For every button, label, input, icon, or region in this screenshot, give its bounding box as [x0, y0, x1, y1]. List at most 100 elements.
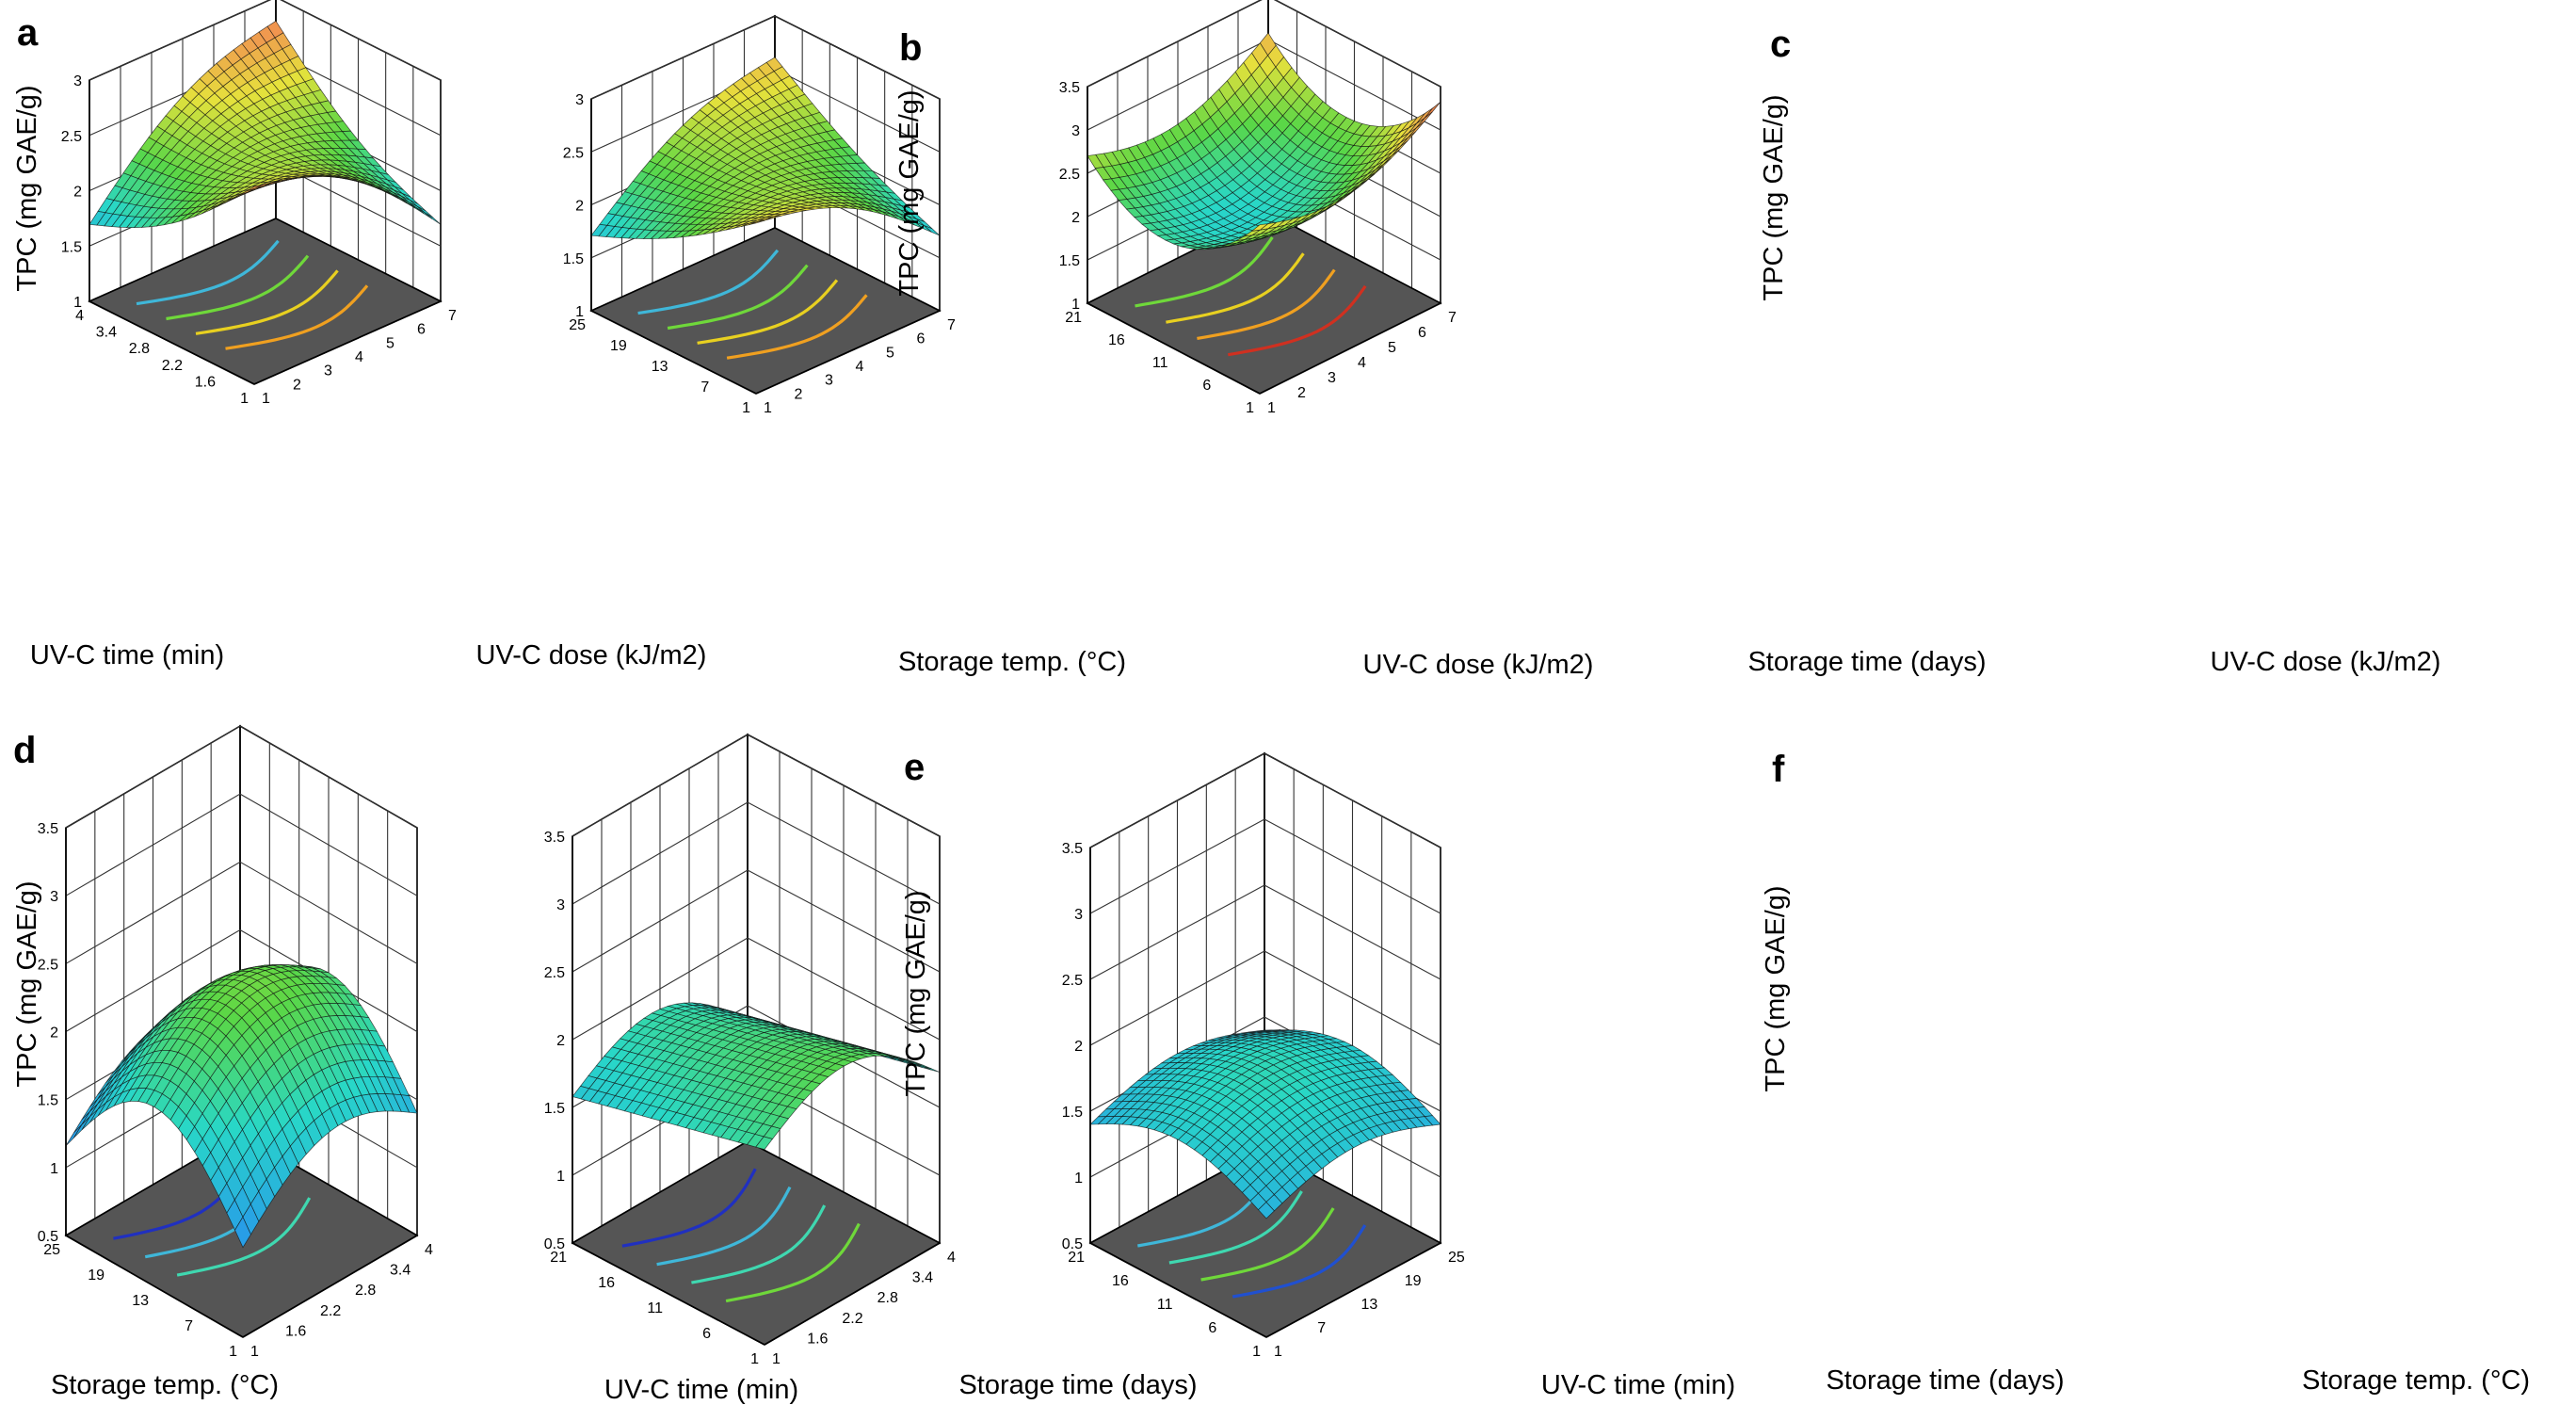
- z-axis-title: TPC (mg GAE/g): [1759, 94, 1789, 300]
- x-tick-label: 2.2: [320, 1303, 341, 1319]
- z-tick-label: 2: [50, 1025, 58, 1042]
- contour-line: [726, 294, 868, 360]
- z-tick-label: 1.5: [1059, 253, 1080, 269]
- contour-line: [725, 1222, 861, 1303]
- contour-line: [1197, 268, 1336, 340]
- contour-line: [166, 254, 310, 321]
- x-axis-title: UV-C dose (kJ/m2): [2211, 647, 2441, 677]
- x-tick-label: 1: [262, 391, 270, 407]
- x-tick-label: 1: [1267, 400, 1276, 416]
- x-tick-label: 3.4: [912, 1270, 933, 1286]
- surface-cell: [755, 1136, 774, 1150]
- z-gridline: [572, 869, 941, 973]
- y-tick-label: 19: [88, 1268, 105, 1284]
- z-tick-label: 2: [556, 1033, 565, 1049]
- surface-cell: [234, 1216, 251, 1249]
- z-tick-label: 2: [73, 185, 82, 201]
- y-axis-line: [1087, 302, 1261, 395]
- surface-cell: [748, 219, 765, 226]
- x-tick-label: 1: [764, 400, 772, 416]
- z-tick-label: 2: [1071, 210, 1080, 226]
- z-tick-label: 1: [50, 1161, 58, 1177]
- x-tick-label: 3.4: [390, 1263, 411, 1279]
- x-axis-line: [1265, 1242, 1441, 1338]
- z-tick-label: 2.5: [1062, 973, 1083, 989]
- x-tick-label: 13: [1361, 1297, 1378, 1313]
- x-axis-title: UV-C time (min): [1541, 1370, 1735, 1400]
- panel-e: 0.511.522.533.51611162111.62.22.83.44eTP…: [544, 733, 1735, 1400]
- x-tick-label: 7: [448, 308, 457, 324]
- x-tick-label: 5: [1388, 340, 1396, 356]
- y-tick-label: 16: [598, 1275, 615, 1291]
- z-axis-title: TPC (mg GAE/g): [12, 880, 42, 1087]
- y-axis-line: [572, 1242, 765, 1346]
- z-tick-label: 3.5: [1059, 80, 1080, 96]
- y-axis-line: [590, 310, 757, 395]
- z-tick-label: 2.5: [544, 965, 565, 981]
- y-tick-label: 25: [569, 317, 586, 333]
- y-axis-title: UV-C time (min): [30, 640, 224, 670]
- z-gridline: [65, 793, 418, 896]
- x-tick-label: 7: [1317, 1320, 1326, 1336]
- y-tick-label: 1: [1246, 400, 1254, 416]
- z-tick-label: 1: [556, 1169, 565, 1185]
- z-tick-label: 1.5: [544, 1101, 565, 1117]
- panel-letter: b: [899, 27, 922, 69]
- contour-line: [1228, 284, 1367, 357]
- z-axis-title: TPC (mg GAE/g): [894, 89, 925, 296]
- panel-letter: c: [1770, 24, 1791, 65]
- y-tick-label: 11: [647, 1300, 663, 1316]
- z-gridline: [1089, 884, 1441, 980]
- contour-line: [1200, 1207, 1335, 1282]
- z-tick-label: 1: [1071, 297, 1080, 313]
- z-gridline: [1089, 818, 1441, 914]
- z-axis-title: TPC (mg GAE/g): [1761, 885, 1791, 1091]
- x-tick-label: 1: [1274, 1344, 1282, 1360]
- x-tick-label: 4: [1358, 355, 1366, 371]
- contour-floor: [571, 1140, 942, 1346]
- panel-d: 0.511.522.533.51713192511.62.22.83.44dTP…: [12, 724, 798, 1405]
- y-tick-label: 6: [702, 1326, 711, 1342]
- y-tick-label: 7: [700, 379, 709, 396]
- contour-line: [1166, 252, 1305, 324]
- x-tick-label: 6: [417, 322, 426, 338]
- y-tick-label: 16: [1112, 1273, 1129, 1289]
- z-tick-label: 1: [1074, 1171, 1083, 1187]
- y-tick-label: 21: [550, 1250, 567, 1266]
- x-tick-label: 7: [947, 317, 956, 333]
- contour-line: [656, 1186, 792, 1267]
- x-axis-line: [764, 1242, 941, 1346]
- y-tick-label: 11: [1157, 1297, 1173, 1313]
- z-tick-label: 2: [1074, 1039, 1083, 1055]
- x-tick-label: 19: [1405, 1273, 1422, 1289]
- z-tick-label: 3.5: [544, 830, 565, 846]
- y-axis-line: [1089, 1242, 1267, 1338]
- contour-line: [667, 264, 809, 331]
- x-tick-label: 3: [825, 373, 833, 389]
- x-tick-label: 7: [1448, 310, 1457, 326]
- z-tick-label: 3: [556, 897, 565, 913]
- z-tick-label: 3: [1074, 907, 1083, 923]
- x-axis-line: [242, 1235, 418, 1338]
- surface-cell: [246, 184, 264, 192]
- y-tick-label: 1: [229, 1344, 237, 1360]
- x-axis-line: [253, 300, 442, 385]
- x-tick-label: 5: [386, 335, 394, 351]
- y-tick-label: 21: [1065, 310, 1082, 326]
- contour-line: [136, 239, 280, 306]
- z-gridline: [65, 861, 418, 964]
- contour-floor: [88, 218, 443, 385]
- surface-cell: [1258, 1201, 1275, 1219]
- z-gridline: [572, 801, 941, 905]
- x-tick-label: 4: [947, 1250, 956, 1266]
- y-tick-label: 21: [1068, 1250, 1085, 1266]
- z-tick-label: 1.5: [61, 239, 82, 255]
- y-axis-title: Storage temp. (°C): [51, 1370, 279, 1400]
- x-tick-label: 3: [324, 363, 332, 379]
- x-tick-label: 2: [293, 377, 301, 393]
- panel-letter: a: [17, 12, 39, 54]
- z-tick-label: 3.5: [38, 821, 58, 837]
- surface-cell: [923, 225, 941, 236]
